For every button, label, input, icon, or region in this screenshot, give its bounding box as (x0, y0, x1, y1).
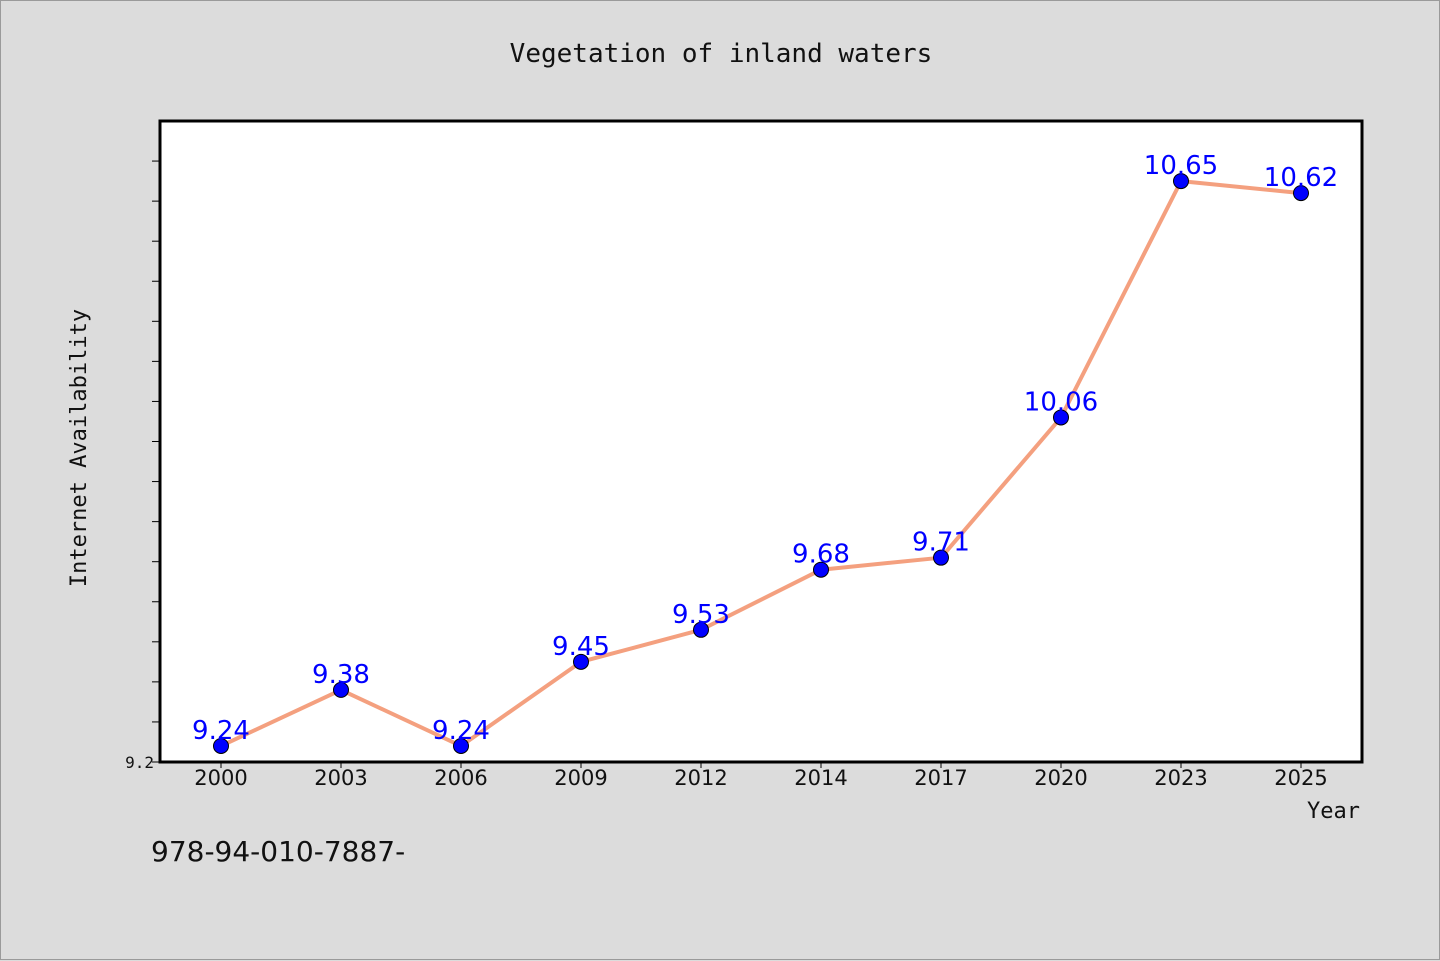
footer-code: 978-94-010-7887- (151, 835, 406, 868)
data-label: 10.62 (1264, 163, 1338, 193)
x-tick-label: 2003 (314, 766, 367, 790)
x-axis-label: Year (1307, 799, 1360, 824)
x-tick-label: 2014 (794, 766, 847, 790)
data-point (813, 561, 829, 578)
plot-area (158, 119, 1364, 764)
data-label: 10.06 (1024, 387, 1098, 417)
series-line (220, 179, 1302, 748)
data-point (573, 653, 589, 670)
y-tick-label: 9.2 (125, 753, 154, 772)
data-point (693, 621, 709, 638)
x-tick-label: 2023 (1154, 766, 1207, 790)
data-label: 10.65 (1144, 151, 1218, 181)
data-label: 9.68 (792, 540, 850, 570)
data-label: 9.71 (912, 528, 970, 558)
x-tick-label: 2006 (434, 766, 487, 790)
data-label: 9.45 (552, 632, 610, 662)
y-axis-label: Internet Availability (67, 309, 92, 587)
data-point (453, 737, 469, 754)
data-label: 9.24 (432, 716, 490, 746)
series-group: 9.24 9.38 9.24 9.45 9.53 9.68 9.71 10.06 10.65 10… (192, 151, 1338, 754)
x-axis: 2000 2003 2006 2009 2012 2014 2017 2020 2023 2025 (194, 761, 1328, 790)
x-tick-label: 2000 (194, 766, 247, 790)
y-axis: 9.2 (125, 160, 160, 772)
data-label: 9.38 (312, 660, 370, 690)
x-tick-label: 2020 (1034, 766, 1087, 790)
data-point (213, 737, 229, 754)
data-point (333, 681, 349, 698)
chart-title: Vegetation of inland waters (510, 39, 933, 69)
data-label: 9.24 (192, 716, 250, 746)
data-point (1053, 409, 1069, 426)
data-point (1173, 173, 1189, 190)
x-tick-label: 2017 (914, 766, 967, 790)
x-tick-label: 2012 (674, 766, 727, 790)
data-point (933, 549, 949, 566)
x-tick-label: 2025 (1274, 766, 1327, 790)
data-point (1293, 185, 1309, 202)
x-tick-label: 2009 (554, 766, 607, 790)
data-label: 9.53 (672, 600, 730, 630)
